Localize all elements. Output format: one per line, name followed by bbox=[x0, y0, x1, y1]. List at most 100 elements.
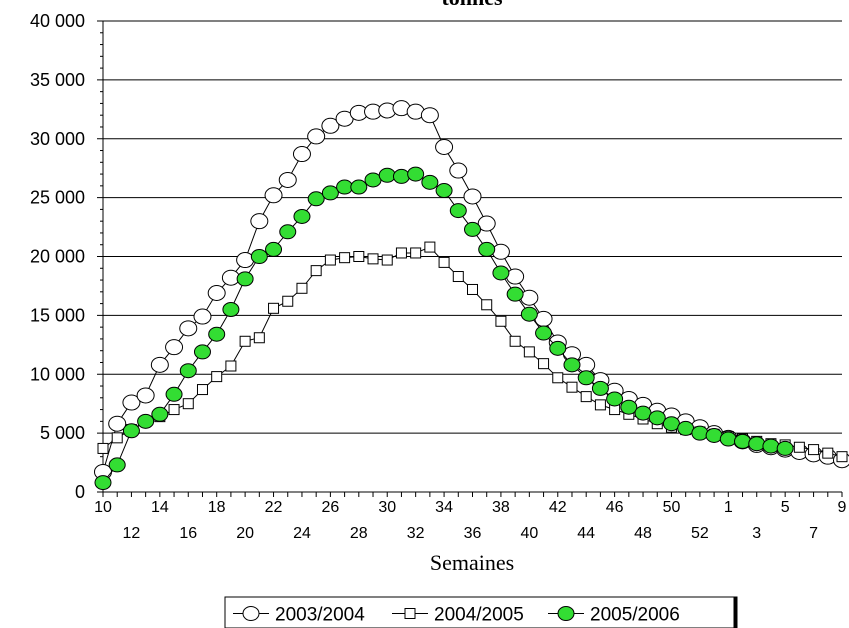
data-point bbox=[165, 339, 184, 356]
data-point bbox=[477, 215, 496, 232]
data-point bbox=[594, 399, 606, 411]
data-point bbox=[282, 295, 294, 307]
x-tick-label: 20 bbox=[236, 525, 254, 542]
x-tick-label: 22 bbox=[265, 499, 283, 516]
data-point bbox=[264, 187, 283, 204]
data-point bbox=[452, 271, 464, 283]
data-point bbox=[520, 306, 538, 322]
data-point bbox=[538, 358, 550, 370]
x-tick-label: 52 bbox=[691, 525, 709, 542]
y-tick-label: 5 000 bbox=[40, 423, 85, 443]
series-line bbox=[102, 173, 786, 483]
data-point bbox=[620, 399, 638, 415]
data-point bbox=[392, 168, 410, 184]
data-point bbox=[137, 413, 155, 429]
data-point bbox=[236, 271, 254, 287]
data-point bbox=[492, 265, 510, 281]
data-point bbox=[208, 326, 226, 342]
data-point bbox=[691, 425, 709, 441]
legend-label: 2004/2005 bbox=[434, 605, 524, 626]
data-point bbox=[97, 442, 109, 454]
data-point bbox=[108, 415, 127, 432]
plot-area bbox=[94, 100, 849, 491]
data-point bbox=[339, 252, 351, 264]
legend-box bbox=[224, 596, 738, 628]
data-point bbox=[395, 247, 407, 259]
data-point bbox=[577, 370, 595, 386]
data-point bbox=[677, 420, 695, 436]
y-tick-label: 35 000 bbox=[30, 70, 85, 90]
data-point bbox=[634, 405, 652, 421]
legend-marker bbox=[404, 608, 416, 619]
data-point bbox=[424, 241, 436, 253]
data-point bbox=[648, 410, 666, 426]
chart-title: tonnes bbox=[441, 0, 503, 10]
data-point bbox=[481, 299, 493, 311]
data-point bbox=[324, 254, 336, 266]
data-point bbox=[549, 340, 567, 356]
data-point bbox=[136, 387, 155, 404]
data-point bbox=[776, 440, 794, 456]
legend-label: 2005/2006 bbox=[590, 605, 680, 626]
x-tick-label: 36 bbox=[464, 525, 482, 542]
legend: 2003/2004 2004/2005 2005/2006 bbox=[224, 596, 738, 628]
data-point bbox=[591, 380, 609, 396]
data-point bbox=[378, 167, 396, 183]
data-point bbox=[719, 431, 737, 447]
y-tick-label: 20 000 bbox=[30, 247, 85, 267]
x-tick-label: 3 bbox=[752, 525, 761, 542]
data-point bbox=[463, 188, 482, 205]
data-point bbox=[523, 346, 535, 358]
x-tick-label: 16 bbox=[179, 525, 197, 542]
data-point bbox=[293, 208, 311, 224]
data-point bbox=[566, 381, 578, 393]
data-point bbox=[808, 444, 820, 456]
data-point bbox=[296, 282, 308, 294]
data-point bbox=[606, 391, 624, 407]
x-tick-label: 5 bbox=[781, 499, 790, 516]
data-point bbox=[165, 386, 183, 402]
x-tick-label: 38 bbox=[492, 499, 510, 516]
data-point bbox=[506, 286, 524, 302]
y-tick-label: 0 bbox=[75, 482, 85, 502]
data-point bbox=[435, 138, 454, 155]
data-point bbox=[491, 243, 510, 260]
data-point bbox=[793, 441, 805, 453]
data-point bbox=[150, 356, 169, 373]
x-tick-label: 1 bbox=[724, 499, 733, 516]
x-tick-label: 18 bbox=[208, 499, 226, 516]
data-point bbox=[250, 249, 268, 264]
x-tick-label: 46 bbox=[606, 499, 624, 516]
legend-marker bbox=[557, 606, 575, 621]
x-tick-label: 42 bbox=[549, 499, 567, 516]
data-point bbox=[478, 241, 496, 257]
data-point bbox=[367, 253, 379, 265]
x-tick-label: 12 bbox=[123, 525, 141, 542]
x-axis-ticks: 10 14 18 22 26 30 34 38 42 46 50 1 5 9 12 16 20 24 28 32 36 4… bbox=[94, 492, 847, 542]
data-point bbox=[420, 107, 439, 124]
series-line bbox=[102, 246, 843, 458]
data-point bbox=[310, 265, 322, 277]
data-point bbox=[563, 357, 581, 373]
data-point bbox=[279, 224, 297, 240]
data-point bbox=[353, 251, 365, 262]
data-point bbox=[762, 438, 780, 454]
y-axis-ticks: 0 5 000 10 000 15 000 20 000 25 000 30 000 35 0… bbox=[30, 11, 103, 502]
data-point bbox=[94, 475, 112, 491]
data-point bbox=[381, 254, 393, 266]
data-point bbox=[552, 372, 564, 384]
data-point bbox=[108, 457, 126, 473]
x-tick-label: 26 bbox=[321, 499, 339, 516]
data-point bbox=[407, 166, 425, 182]
x-tick-label: 40 bbox=[520, 525, 538, 542]
data-point bbox=[222, 301, 240, 317]
data-point bbox=[495, 315, 507, 327]
data-point bbox=[364, 172, 382, 188]
series-3 bbox=[94, 166, 794, 491]
x-tick-label: 30 bbox=[378, 499, 396, 516]
data-point bbox=[734, 433, 752, 449]
data-point bbox=[196, 384, 208, 396]
data-point bbox=[307, 128, 326, 145]
data-point bbox=[410, 247, 422, 259]
